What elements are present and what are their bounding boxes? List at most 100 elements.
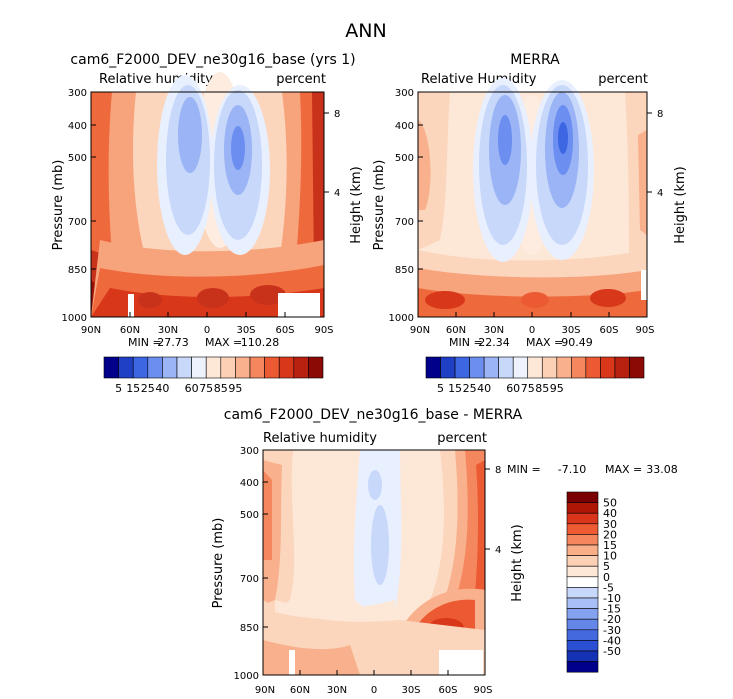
colorbar-tick-label: -40	[603, 634, 621, 647]
y-tick-label: 400	[240, 478, 259, 489]
x-tick-label: 60N	[120, 325, 140, 336]
colorbar-swatch	[571, 356, 587, 379]
colorbar-swatch	[566, 534, 599, 546]
x-tick-label: 60N	[290, 685, 310, 696]
colorbar-swatch	[566, 544, 599, 556]
y-ticks: 300 400 500 700 850 1000	[389, 88, 423, 324]
colorbar-swatch	[566, 523, 599, 535]
min-max-readout: MIN = 27.73 MAX = 110.28	[128, 336, 279, 349]
y-tick-label: 850	[68, 265, 87, 276]
colorbar-swatch	[132, 356, 149, 379]
colorbar-swatch	[566, 512, 599, 525]
min-value: -7.10	[558, 463, 586, 476]
colorbar-swatch	[220, 356, 236, 379]
height-axis: 8 4	[485, 465, 501, 556]
colorbar-swatch	[556, 356, 572, 379]
contour-field	[263, 450, 485, 675]
colorbar-swatch	[264, 356, 280, 379]
min-label: MIN =	[128, 336, 162, 349]
x-tick-label: 90S	[314, 325, 333, 336]
y-tick-label: 300	[240, 446, 259, 457]
colorbar-swatch	[585, 356, 601, 379]
colorbar-tick-label: 5	[115, 382, 122, 395]
units-label: percent	[598, 72, 648, 87]
x-tick-label: 90S	[473, 685, 492, 696]
colorbar-swatch	[541, 356, 558, 379]
min-value: 22.34	[478, 336, 510, 349]
colorbar-tick-label: 60	[185, 382, 199, 395]
y-tick-label: 300	[68, 88, 87, 99]
x-tick-label: 90N	[255, 685, 275, 696]
colorbar-swatch	[483, 356, 499, 379]
x-tick-label: 30S	[401, 685, 420, 696]
max-value: 110.28	[241, 336, 280, 349]
colorbar-swatch	[566, 555, 599, 567]
colorbar-tick-label: 85	[535, 382, 549, 395]
y-axis-label-right: Height (km)	[673, 166, 688, 243]
x-tick-label: 30N	[327, 685, 347, 696]
colorbar-swatch	[249, 356, 265, 379]
colorbar-model: 5 15 25 40 60 75 85 95	[103, 356, 324, 395]
height-tick-label: 8	[495, 465, 501, 476]
units-label: percent	[276, 72, 326, 87]
field-label: Relative humidity	[263, 431, 377, 446]
page-title: ANN	[345, 20, 386, 42]
y-ticks: 300 400 500 700 850 1000	[62, 88, 96, 324]
colorbar-tick-label: 15	[448, 382, 462, 395]
panel-title: MERRA	[510, 52, 560, 68]
colorbar-swatch	[566, 661, 599, 673]
x-tick-label: 0	[371, 685, 377, 696]
max-label: MAX =	[605, 463, 642, 476]
y-tick-label: 500	[68, 153, 87, 164]
y-tick-label: 400	[395, 121, 414, 132]
colorbar-swatch	[191, 356, 207, 379]
y-tick-label: 300	[395, 88, 414, 99]
panel-difference: cam6_F2000_DEV_ne30g16_base - MERRA Rela…	[211, 407, 678, 696]
x-tick-label: 0	[529, 325, 535, 336]
y-tick-label: 700	[395, 217, 414, 228]
y-ticks: 300 400 500 700 850 1000	[234, 446, 268, 682]
x-tick-label: 30S	[561, 325, 580, 336]
field-label: Relative Humidity	[421, 72, 537, 87]
colorbar-swatch	[566, 608, 599, 620]
colorbar-tick-label: 50	[603, 497, 617, 510]
x-tick-label: 30S	[236, 325, 255, 336]
colorbar-swatch	[205, 356, 222, 379]
colorbar-tick-label: 85	[214, 382, 228, 395]
x-tick-label: 60S	[438, 685, 457, 696]
height-tick-label: 8	[334, 109, 340, 120]
colorbar-tick-label: 75	[199, 382, 213, 395]
colorbar-swatch	[454, 356, 470, 379]
y-tick-label: 850	[395, 265, 414, 276]
y-axis-label: Pressure (mb)	[372, 160, 387, 251]
colorbar-tick-label: 40	[477, 382, 491, 395]
colorbar-tick-label: -5	[603, 581, 614, 594]
colorbar-tick-label: 95	[550, 382, 564, 395]
colorbar-tick-label: 25	[141, 382, 155, 395]
colorbar-swatch	[308, 356, 324, 379]
colorbar-swatch	[566, 587, 599, 599]
colorbar-swatch	[118, 356, 134, 379]
x-tick-label: 90N	[81, 325, 101, 336]
colorbar-tick-label: 5	[437, 382, 444, 395]
min-max-readout: MIN = -7.10 MAX = 33.08	[507, 463, 678, 476]
colorbar-tick-label: 40	[155, 382, 169, 395]
y-tick-label: 700	[240, 574, 259, 585]
colorbar-tick-label: 95	[228, 382, 242, 395]
colorbar-swatch	[235, 356, 251, 379]
x-tick-label: 60N	[446, 325, 466, 336]
x-ticks: 90N 60N 30N 0 30S 60S 90S	[81, 312, 334, 336]
contour-field	[91, 72, 324, 317]
height-tick-label: 8	[657, 109, 663, 120]
x-tick-label: 0	[204, 325, 210, 336]
y-tick-label: 850	[240, 623, 259, 634]
height-tick-label: 4	[334, 188, 340, 199]
x-tick-label: 90N	[410, 325, 430, 336]
colorbar-tick-label: 0	[603, 571, 610, 584]
colorbar-tick-label: 60	[506, 382, 520, 395]
colorbar-swatch	[162, 356, 178, 379]
colorbar-swatch	[566, 650, 599, 662]
contour-field	[418, 78, 647, 317]
colorbar-swatch	[600, 356, 616, 379]
